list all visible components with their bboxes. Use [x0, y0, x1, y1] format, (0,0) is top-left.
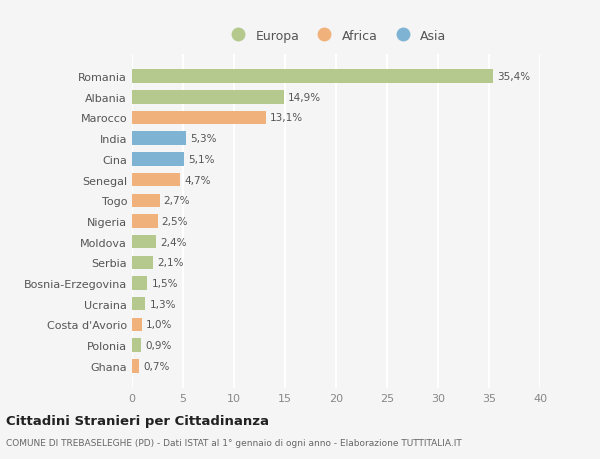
- Bar: [132, 132, 186, 146]
- Text: 13,1%: 13,1%: [270, 113, 303, 123]
- Bar: [132, 339, 141, 352]
- Bar: [132, 277, 148, 290]
- Bar: [132, 153, 184, 166]
- Text: Cittadini Stranieri per Cittadinanza: Cittadini Stranieri per Cittadinanza: [6, 414, 269, 428]
- Bar: [132, 256, 154, 269]
- Bar: [132, 174, 180, 187]
- Text: 0,9%: 0,9%: [145, 341, 172, 350]
- Text: 2,5%: 2,5%: [161, 217, 188, 226]
- Text: 5,1%: 5,1%: [188, 155, 215, 164]
- Bar: [132, 70, 493, 84]
- Text: 2,4%: 2,4%: [161, 237, 187, 247]
- Bar: [132, 297, 145, 311]
- Text: 5,3%: 5,3%: [190, 134, 217, 144]
- Text: 35,4%: 35,4%: [497, 72, 530, 82]
- Bar: [132, 318, 142, 331]
- Bar: [132, 215, 157, 228]
- Text: COMUNE DI TREBASELEGHE (PD) - Dati ISTAT al 1° gennaio di ogni anno - Elaborazio: COMUNE DI TREBASELEGHE (PD) - Dati ISTAT…: [6, 438, 462, 447]
- Text: 1,5%: 1,5%: [151, 279, 178, 288]
- Text: 0,7%: 0,7%: [143, 361, 170, 371]
- Text: 2,7%: 2,7%: [164, 196, 190, 206]
- Text: 14,9%: 14,9%: [288, 93, 321, 102]
- Text: 1,0%: 1,0%: [146, 320, 173, 330]
- Bar: [132, 359, 139, 373]
- Legend: Europa, Africa, Asia: Europa, Africa, Asia: [221, 25, 452, 48]
- Bar: [132, 112, 266, 125]
- Text: 2,1%: 2,1%: [157, 258, 184, 268]
- Text: 4,7%: 4,7%: [184, 175, 211, 185]
- Text: 1,3%: 1,3%: [149, 299, 176, 309]
- Bar: [132, 194, 160, 207]
- Bar: [132, 235, 157, 249]
- Bar: [132, 91, 284, 104]
